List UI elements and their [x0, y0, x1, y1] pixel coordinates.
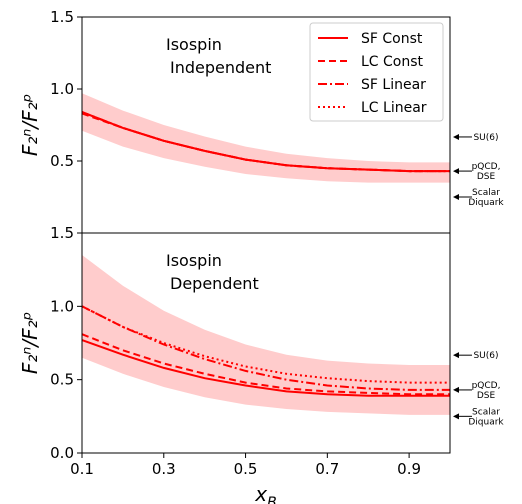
plot-area — [82, 93, 450, 183]
arrow-head — [453, 168, 459, 175]
series-line-3 — [82, 305, 450, 391]
legend-entry: SF Linear — [361, 77, 426, 93]
reference-label: Diquark — [468, 198, 504, 208]
y-tick-label: 0.5 — [50, 371, 74, 389]
panel-annotation: Dependent — [170, 274, 259, 293]
arrow-head — [453, 133, 459, 140]
x-axis-label: xB — [254, 482, 276, 504]
x-tick-label: 0.9 — [397, 460, 421, 478]
series-line-4 — [82, 111, 450, 173]
arrow-head — [453, 194, 459, 200]
plot-area — [82, 255, 450, 415]
y-tick-label: 1.0 — [50, 80, 74, 98]
reference-label: pQCD, — [472, 162, 501, 172]
y-tick-label: 0.0 — [50, 444, 74, 462]
panel-annotation: Isospin — [166, 35, 222, 54]
uncertainty-band — [82, 255, 450, 415]
series-line-1 — [82, 339, 450, 397]
panel-annotation: Independent — [170, 58, 271, 77]
legend: SF Const LC Const SF Linear LC Linear — [309, 22, 444, 122]
reference-label: Scalar — [472, 188, 500, 198]
series-line-2 — [82, 333, 450, 396]
panel-isospin-independent: 0.5 1.0 1.5 F₂ⁿ/F₂ᵖ Isospin Independent SU(6) p… — [18, 8, 504, 234]
reference-label: pQCD, — [472, 381, 501, 391]
reference-label: Scalar — [472, 407, 500, 417]
reference-label: DSE — [477, 172, 496, 182]
x-tick-label: 0.7 — [315, 460, 339, 478]
reference-label: Diquark — [468, 417, 504, 427]
arrow-head — [453, 386, 459, 393]
legend-box — [309, 22, 444, 122]
y-tick-label: 1.0 — [50, 297, 74, 315]
x-tick-label: 0.1 — [70, 460, 94, 478]
y-axis-label: F₂ⁿ/F₂ᵖ — [18, 94, 42, 156]
series-line-4 — [82, 305, 450, 384]
reference-label: SU(6) — [473, 133, 498, 143]
legend-entry: LC Linear — [361, 100, 427, 116]
arrow-head — [453, 413, 459, 420]
y-tick-label: 0.5 — [50, 152, 74, 170]
panel-isospin-dependent: 0.0 0.5 1.0 1.5 0.1 0.3 0.5 0.7 0.9 xB F₂ⁿ/F₂ᵖ Isos… — [18, 224, 504, 504]
y-tick-label: 1.5 — [50, 224, 74, 242]
panel-annotation: Isospin — [166, 251, 222, 270]
reference-label: DSE — [477, 391, 496, 401]
arrow-head — [453, 352, 459, 359]
x-tick-label: 0.5 — [234, 460, 258, 478]
legend-entry: LC Const — [361, 54, 424, 70]
y-tick-label: 1.5 — [50, 8, 74, 26]
axes-frame — [81, 232, 451, 454]
y-axis-label: F₂ⁿ/F₂ᵖ — [18, 312, 42, 374]
reference-label: SU(6) — [473, 351, 498, 361]
x-tick-label: 0.3 — [152, 460, 176, 478]
legend-entry: SF Const — [361, 31, 423, 47]
